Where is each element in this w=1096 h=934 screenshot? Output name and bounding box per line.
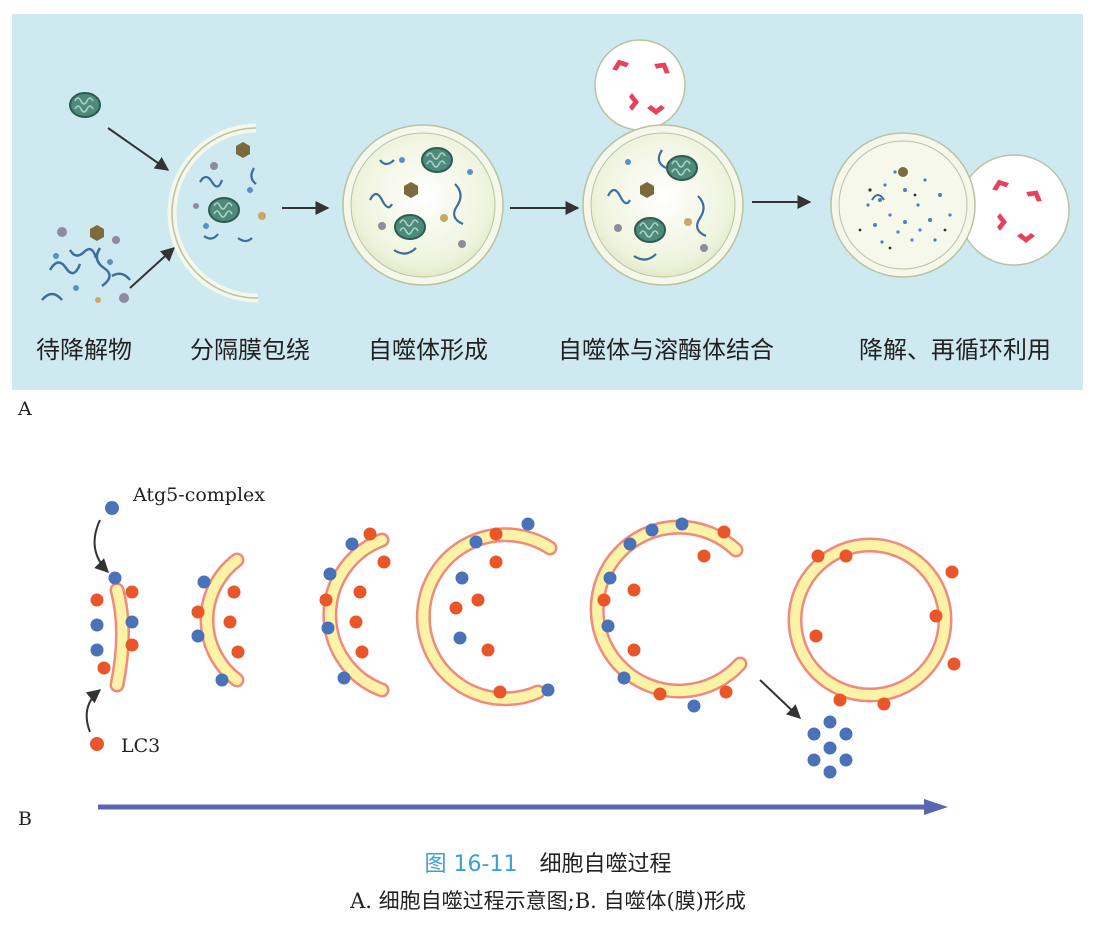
membrane-stage-1 [90,571,139,693]
arrow-a1 [107,127,170,171]
stage-5-degradation [830,132,1070,278]
membrane-stage-2 [191,552,245,688]
atg5-marker-dot [105,501,119,515]
membrane-stage-5 [589,517,748,713]
panel-b-letter: B [18,808,32,830]
lc3-pointer-arrow [85,689,102,733]
stage-label-fusion: 自噬体与溶酶体结合 [558,336,774,364]
release-arrow [759,679,802,719]
panel-a-letter: A [18,398,32,420]
membrane-stage-4 [415,517,558,707]
stage-label-degradation: 降解、再循环利用 [859,336,1051,364]
atg5-pointer-arrow [93,519,109,573]
atg5-complex-label: Atg5-complex [133,484,265,506]
stage-2-phagophore [167,123,266,303]
figure-caption: 图 16-11 细胞自噬过程 [0,846,1096,878]
progression-arrow [98,799,948,815]
figure-subtitle: A. 细胞自噬过程示意图;B. 自噬体(膜)形成 [350,889,746,913]
membrane-stage-3 [319,527,391,698]
membrane-stage-6 [787,537,961,711]
degraded-particles [866,170,952,244]
lc3-label: LC3 [121,735,161,757]
debris-cluster [41,225,131,303]
stage-4-fusion [582,39,744,286]
panel-b-membranes [85,501,961,779]
lysosome [594,39,686,131]
stage-3-autophagosome [342,124,504,286]
stage-label-autophagosome: 自噬体形成 [368,336,488,364]
released-atg5-cluster [807,715,853,779]
lc3-marker-dot [90,737,104,751]
stage-1-cargo [41,92,131,303]
figure-number: 图 16-11 [424,852,518,877]
mitochondrion-icon [69,92,101,118]
stage-label-phagophore: 分隔膜包绕 [190,336,310,364]
arrow-a2 [129,247,176,289]
stage-label-cargo: 待降解物 [36,336,132,364]
figure-title: 细胞自噬过程 [539,852,672,877]
